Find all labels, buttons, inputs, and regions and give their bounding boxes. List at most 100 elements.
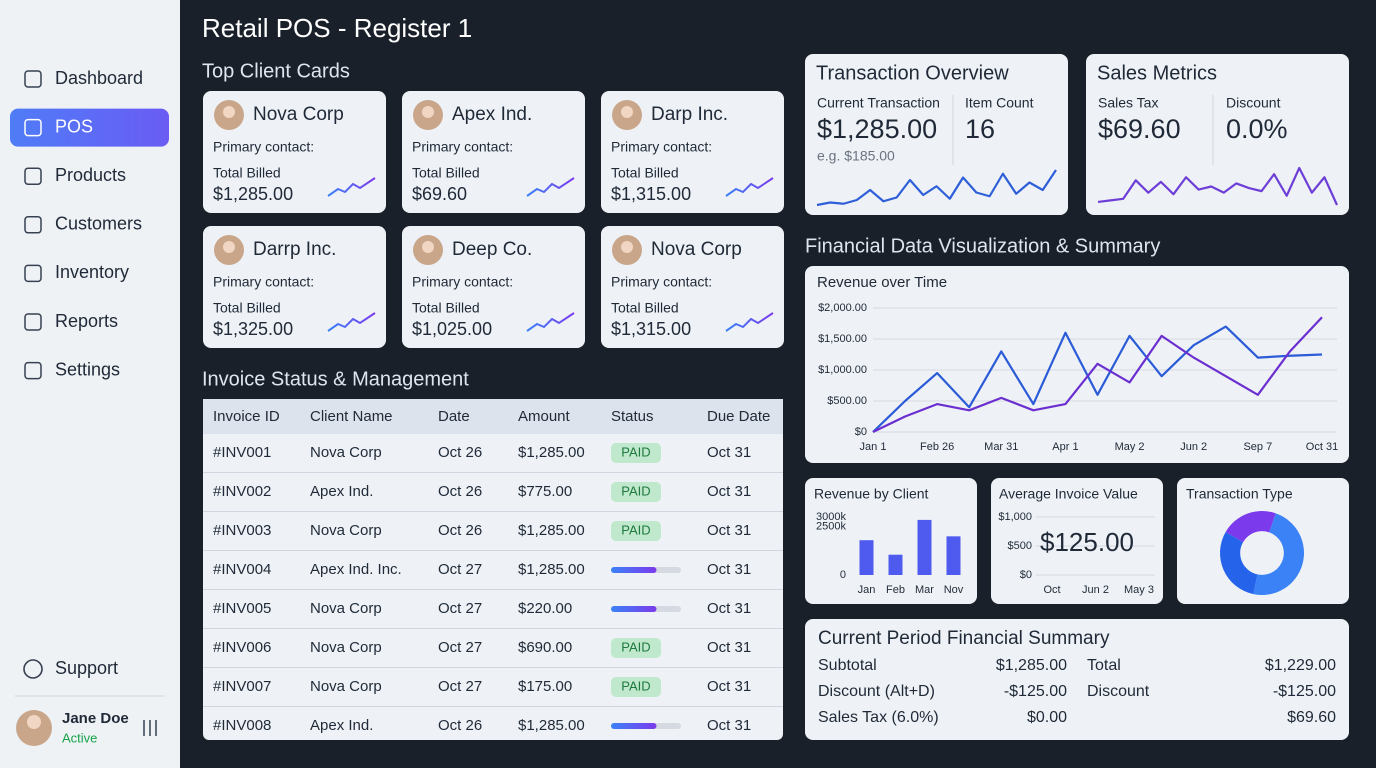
trend-icon [725,177,774,197]
table-cell: Oct 26 [438,444,482,461]
progress-bar [611,606,657,612]
nav-support[interactable]: Support [55,658,118,678]
summary-label: Sales Tax (6.0%) [818,709,939,726]
nav-icon [24,264,42,283]
user-name: Jane Doe [62,710,129,727]
table-cell: $175.00 [518,678,572,695]
billed-value: $1,315.00 [611,319,691,339]
table-cell: Oct 31 [707,639,751,656]
billed-value: $1,025.00 [412,319,492,339]
page-title: Retail POS - Register 1 [202,13,472,43]
table-cell: #INV003 [213,522,271,539]
billed-label: Total Billed [611,165,679,181]
client-name: Nova Corp [253,104,344,125]
card[interactable] [601,226,784,348]
table-cell: Oct 31 [707,444,751,461]
table-cell: Oct 31 [707,678,751,695]
nav-icon [24,70,42,88]
billed-label: Total Billed [412,165,480,181]
table-cell: Apex Ind. [310,483,373,500]
nav-active-bg[interactable] [10,108,169,147]
nav-item[interactable]: Reports [55,311,118,331]
card[interactable] [402,91,585,213]
table-cell: Oct 31 [707,717,751,734]
billed-value: $1,325.00 [213,319,293,339]
nav-item[interactable]: Settings [55,359,120,379]
table-cell: Apex Ind. Inc. [310,561,402,578]
summary-value: -$125.00 [1273,683,1336,700]
nav-item[interactable]: Dashboard [55,68,143,88]
x-tick-label: Jun 2 [1180,441,1207,453]
nav-item[interactable]: Customers [55,214,142,234]
contact-label: Primary contact: [412,274,513,290]
status-pill [611,638,661,658]
billed-label: Total Billed [412,300,480,316]
x-tick-label: Feb [886,584,905,596]
status-label: PAID [621,522,650,537]
client-avatar-face [223,241,235,253]
chart-title: Average Invoice Value [999,486,1138,502]
bar [917,519,932,575]
table-cell: $1,285.00 [518,561,585,578]
client-name: Darp Inc. [651,104,728,125]
table-cell: Oct 26 [438,522,482,539]
client-avatar-face [621,106,633,118]
summary-value: -$125.00 [1004,683,1067,700]
section-title: Invoice Status & Management [202,368,469,390]
metric-label: Discount [1226,95,1281,111]
table-cell: #INV008 [213,717,271,734]
card-title: Transaction Overview [816,62,1009,84]
metric-label: Item Count [965,95,1034,111]
bar [888,554,903,575]
x-tick-label: Apr 1 [1052,441,1078,453]
summary-label: Total [1087,657,1121,674]
client-avatar-face [621,241,633,253]
summary-value: $1,229.00 [1265,657,1336,674]
status-pill [611,677,661,697]
status-label: PAID [621,483,650,498]
table-cell: Oct 31 [707,522,751,539]
table-cell: Nova Corp [310,639,382,656]
nav-item[interactable]: Products [55,165,126,185]
x-tick-label: Oct [1043,584,1060,596]
trend-icon [526,177,575,197]
column-header: Invoice ID [213,408,280,425]
table-cell: Oct 31 [707,600,751,617]
metric-label: Current Transaction [817,95,940,111]
y-tick-label: $1,500.00 [818,333,867,345]
table-cell: Oct 26 [438,717,482,734]
table-cell: Oct 27 [438,600,482,617]
x-tick-label: Jan [858,584,876,596]
summary-value: $69.60 [1287,709,1336,726]
nav-icon [24,313,42,331]
table-cell: $1,285.00 [518,444,585,461]
card[interactable] [203,91,386,213]
nav-item[interactable]: Inventory [55,262,129,282]
bar [859,540,874,575]
x-tick-label: May 2 [1115,441,1145,453]
table-cell: $1,285.00 [518,522,585,539]
table-cell: #INV002 [213,483,271,500]
trend-icon [327,177,376,197]
client-name: Darrp Inc. [253,239,336,260]
card [805,619,1349,740]
client-avatar-face [223,106,235,118]
metric-label: Sales Tax [1098,95,1158,111]
table-cell: Apex Ind. [310,717,373,734]
table-cell: $690.00 [518,639,572,656]
series-line [1097,166,1339,206]
contact-label: Primary contact: [611,139,712,155]
client-avatar-face [422,106,434,118]
card[interactable] [402,226,585,348]
table-cell: #INV005 [213,600,271,617]
table-cell: $220.00 [518,600,572,617]
metric-value: $69.60 [1098,114,1181,144]
settings-sliders-icon[interactable] [143,720,157,736]
card[interactable] [601,91,784,213]
nav-item[interactable]: POS [55,116,93,136]
card[interactable] [203,226,386,348]
nav-icon [24,216,42,234]
x-tick-label: Sep 7 [1243,441,1272,453]
status-pill [611,443,661,463]
